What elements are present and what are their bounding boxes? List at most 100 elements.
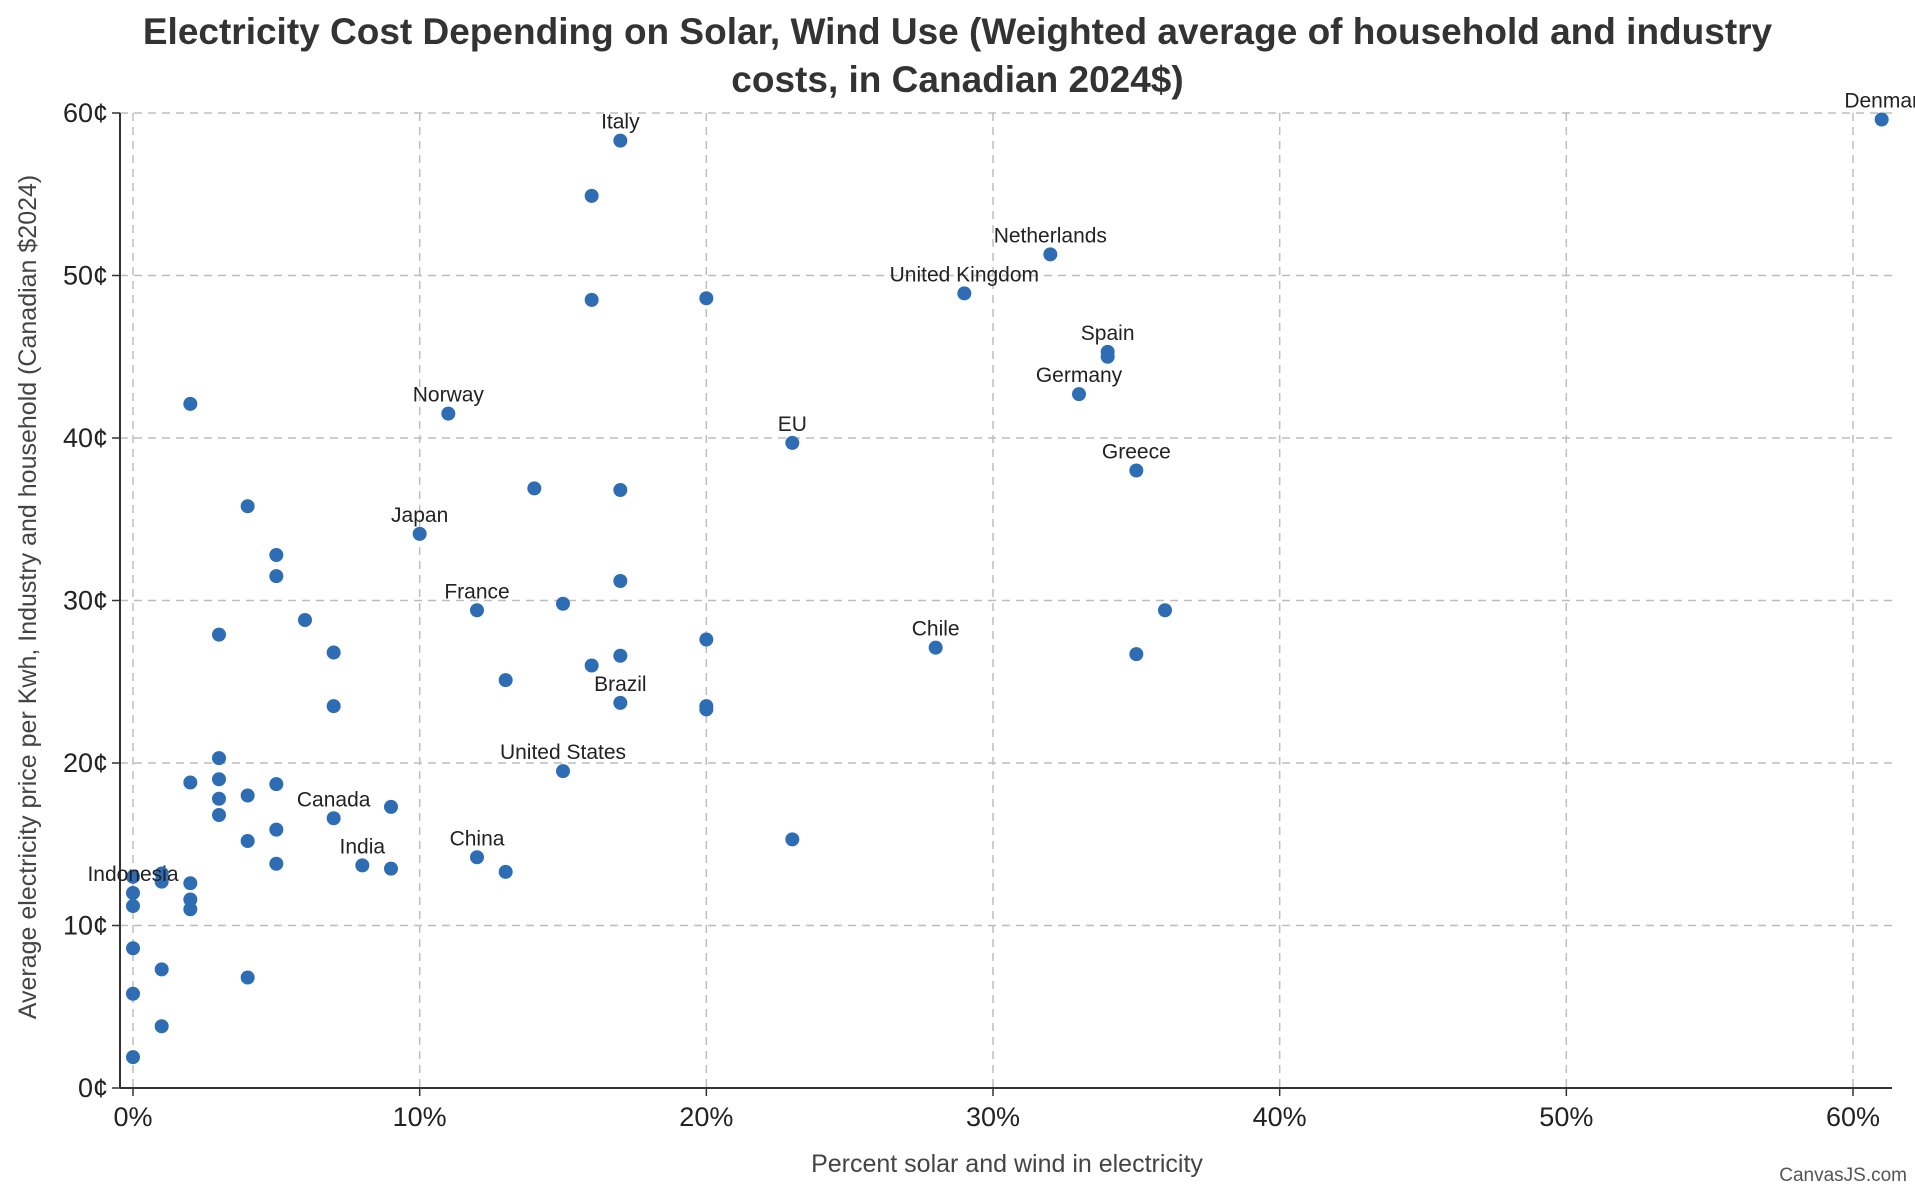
scatter-point[interactable] (326, 645, 341, 660)
point-label: Japan (391, 504, 448, 527)
y-tick-label: 0¢ (78, 1073, 108, 1103)
scatter-point[interactable] (498, 864, 513, 879)
scatter-point[interactable] (613, 695, 628, 710)
scatter-point[interactable] (269, 856, 284, 871)
point-labels: Denmar Italy Netherlands United Kingdom Spai… (87, 90, 1915, 887)
point-label: Germany (1036, 364, 1123, 387)
scatter-point[interactable] (212, 627, 226, 642)
scatter-point[interactable] (326, 699, 341, 714)
scatter-point[interactable] (1129, 463, 1144, 478)
scatter-point[interactable] (1043, 247, 1058, 262)
scatter-point[interactable] (785, 435, 800, 450)
scatter-point[interactable] (928, 640, 943, 655)
point-label: France (444, 580, 509, 603)
scatter-point[interactable] (384, 861, 398, 876)
chart-title: Electricity Cost Depending on Solar, Win… (0, 8, 1915, 104)
scatter-point[interactable] (183, 396, 198, 411)
x-axis-title: Percent solar and wind in electricity (811, 1150, 1203, 1178)
canvasjs-credit[interactable]: CanvasJS.com (1779, 1165, 1907, 1186)
scatter-point[interactable] (212, 751, 226, 766)
point-label: China (450, 827, 505, 850)
chart-title-line-2: costs, in Canadian 2024$) (731, 59, 1184, 100)
scatter-point[interactable] (498, 673, 513, 688)
scatter-point[interactable] (154, 1019, 169, 1034)
scatter-point[interactable] (183, 775, 198, 790)
point-label: Denmar (1844, 90, 1915, 113)
point-label: Italy (601, 111, 640, 134)
x-tick-label: 10% (393, 1102, 447, 1132)
point-label: United Kingdom (890, 263, 1039, 286)
scatter-point[interactable] (1100, 349, 1115, 364)
scatter-point[interactable] (183, 876, 198, 891)
scatter-point[interactable] (584, 292, 599, 307)
scatter-point[interactable] (699, 632, 714, 647)
scatter-point[interactable] (183, 892, 198, 907)
scatter-point[interactable] (183, 902, 198, 917)
scatter-point[interactable] (1129, 647, 1144, 662)
scatter-point[interactable] (269, 777, 284, 792)
scatter-point[interactable] (298, 613, 312, 627)
scatter-point[interactable] (126, 986, 140, 1001)
point-label: Norway (413, 384, 485, 407)
scatter-point[interactable] (556, 596, 570, 611)
scatter-point[interactable] (126, 941, 140, 956)
axes (112, 112, 1892, 1096)
x-tick-label: 20% (679, 1102, 733, 1132)
scatter-point[interactable] (126, 899, 140, 913)
scatter-point[interactable] (699, 702, 714, 717)
tick-labels: 0¢ 10¢ 20¢ 30¢ 40¢ 50¢ 60¢ 0% 10% 20% 30% 40% 50% 60% (63, 98, 1880, 1132)
scatter-point[interactable] (240, 970, 255, 985)
scatter-point[interactable] (527, 481, 542, 496)
scatter-point[interactable] (1158, 603, 1172, 618)
y-tick-label: 30¢ (63, 586, 108, 616)
scatter-point[interactable] (470, 603, 484, 618)
scatter-point[interactable] (699, 291, 714, 306)
scatter-point[interactable] (556, 764, 570, 779)
point-label: Chile (912, 618, 960, 641)
scatter-point[interactable] (126, 869, 140, 884)
scatter-point[interactable] (441, 406, 456, 421)
scatter-point[interactable] (470, 850, 484, 865)
scatter-point[interactable] (613, 133, 628, 148)
scatter-point[interactable] (154, 962, 169, 977)
scatter-point[interactable] (584, 658, 599, 673)
scatter-point[interactable] (326, 811, 341, 826)
scatter-point[interactable] (269, 569, 284, 584)
point-label: Greece (1102, 441, 1171, 464)
scatter-point[interactable] (240, 499, 255, 514)
scatter-point[interactable] (613, 648, 628, 663)
scatter-point[interactable] (785, 832, 800, 847)
scatter-point[interactable] (1072, 387, 1086, 402)
scatter-point[interactable] (240, 788, 255, 803)
scatter-point[interactable] (212, 808, 226, 822)
scatter-point[interactable] (613, 483, 628, 497)
scatter-point[interactable] (584, 188, 599, 203)
point-label: Indonesia (87, 863, 178, 886)
x-tick-label: 50% (1539, 1102, 1593, 1132)
scatter-point[interactable] (212, 791, 226, 806)
scatter-point[interactable] (1874, 112, 1889, 127)
point-label: India (340, 835, 386, 858)
scatter-point[interactable] (269, 822, 284, 837)
scatter-point[interactable] (212, 772, 226, 787)
point-label: United States (500, 741, 626, 764)
y-tick-label: 40¢ (63, 423, 108, 453)
scatter-point[interactable] (355, 858, 370, 873)
scatter-point[interactable] (412, 526, 427, 541)
scatter-point[interactable] (154, 874, 169, 889)
scatter-point[interactable] (240, 834, 255, 848)
point-label: Netherlands (994, 224, 1107, 247)
y-axis-title: Average electricity price per Kwh, Indus… (14, 175, 42, 1019)
scatter-point[interactable] (269, 548, 284, 562)
scatter-point[interactable] (126, 1050, 140, 1065)
x-tick-label: 0% (113, 1102, 152, 1132)
scatter-point[interactable] (957, 286, 972, 301)
scatter-point[interactable] (613, 574, 628, 588)
y-tick-label: 20¢ (63, 748, 108, 778)
scatter-point[interactable] (384, 799, 398, 814)
scatter-point[interactable] (126, 886, 140, 900)
y-tick-label: 50¢ (63, 261, 108, 291)
chart-title-line-1: Electricity Cost Depending on Solar, Win… (142, 11, 1773, 52)
x-tick-label: 40% (1253, 1102, 1307, 1132)
